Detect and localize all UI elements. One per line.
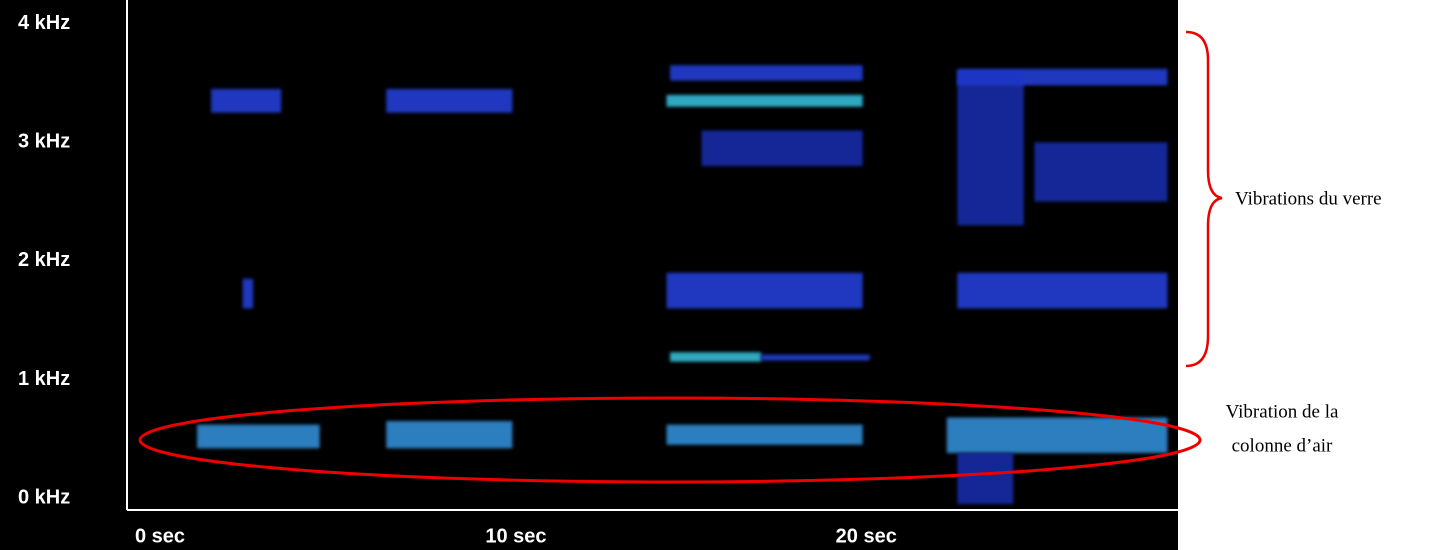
y-tick-label: 2 kHz: [18, 249, 70, 271]
x-tick-label: 0 sec: [135, 525, 185, 547]
x-tick-label: 10 sec: [485, 525, 546, 547]
annotation: Vibrations du verre: [1235, 188, 1382, 209]
brace: [1186, 32, 1222, 366]
y-tick-label: 1 kHz: [18, 368, 70, 390]
y-tick-label: 0 kHz: [18, 486, 70, 508]
figure: Vibrations du verre Vibration de la colo…: [0, 0, 1452, 550]
spectral-band: [702, 130, 863, 166]
spectral-band: [761, 355, 870, 361]
spectral-band: [957, 273, 1167, 309]
spectral-band: [670, 352, 761, 361]
x-tick-label: 20 sec: [836, 525, 897, 547]
spectral-band: [243, 279, 254, 309]
y-tick-label: 4 kHz: [18, 12, 70, 34]
spectral-band: [197, 425, 320, 449]
spectral-band: [667, 273, 863, 309]
spectral-band: [947, 417, 1168, 453]
spectral-band: [957, 453, 1013, 504]
spectral-band: [1034, 142, 1167, 201]
spectral-band: [667, 425, 863, 445]
spectral-band: [211, 89, 281, 113]
annotation: colonne d’air: [1232, 435, 1333, 456]
spectral-band: [386, 421, 512, 448]
spectral-band: [667, 95, 863, 107]
spectral-band: [670, 65, 863, 80]
spectral-band: [386, 89, 512, 113]
spectral-band: [957, 71, 1024, 225]
annotation: Vibration de la: [1226, 401, 1339, 422]
y-tick-label: 3 kHz: [18, 131, 70, 153]
